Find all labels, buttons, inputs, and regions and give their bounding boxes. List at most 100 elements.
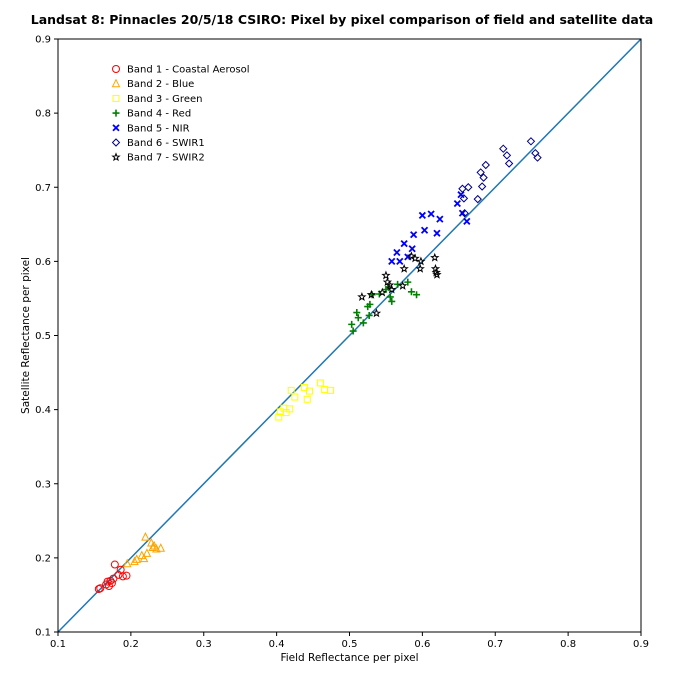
data-point (459, 194, 469, 203)
legend-item-band-1-coastal-aerosol: Band 1 - Coastal Aerosol (112, 65, 250, 76)
y-tick-label: 0.4 (35, 405, 51, 416)
data-point (504, 159, 514, 168)
data-point (502, 151, 512, 160)
data-point (348, 320, 356, 328)
data-point (377, 287, 387, 297)
data-point (280, 404, 288, 412)
chart-title: Landsat 8: Pinnacles 20/5/18 CSIRO: Pixe… (31, 12, 654, 27)
data-point (110, 560, 119, 569)
y-tick-label: 0.9 (35, 35, 51, 46)
legend-marker (112, 109, 120, 117)
one-to-one-line (57, 38, 642, 633)
legend-item-band-7-swir2: Band 7 - SWIR2 (111, 152, 205, 164)
x-tick-label: 0.7 (487, 639, 503, 650)
data-point (476, 168, 485, 177)
y-tick-label: 0.5 (35, 331, 51, 342)
legend-label: Band 1 - Coastal Aerosol (127, 65, 250, 76)
data-point (327, 386, 335, 394)
legend-label: Band 4 - Red (127, 109, 191, 120)
data-point (393, 248, 401, 257)
legend-marker (112, 124, 120, 132)
reference-line-layer (57, 38, 642, 633)
data-point (386, 293, 394, 301)
data-point (122, 571, 131, 580)
legend-label: Band 6 - SWIR1 (127, 138, 205, 149)
data-points-layer (94, 137, 542, 594)
data-point (353, 309, 361, 317)
data-point (300, 383, 308, 391)
data-point (533, 153, 542, 162)
legend-label: Band 7 - SWIR2 (127, 153, 205, 164)
series-band-4-red (348, 278, 421, 335)
data-point (464, 183, 473, 192)
data-point (407, 288, 415, 296)
x-axis-label: Field Reflectance per pixel (280, 652, 418, 664)
legend-marker (112, 65, 120, 73)
y-tick-label: 0.2 (35, 553, 51, 564)
data-point (388, 297, 396, 305)
data-point (354, 314, 362, 322)
data-point (109, 574, 118, 583)
data-point (413, 291, 421, 299)
data-point (359, 319, 367, 327)
series-band-1-coastal-aerosol (94, 560, 131, 594)
data-point (357, 292, 367, 301)
data-point (404, 278, 412, 286)
x-tick-label: 0.4 (269, 639, 285, 650)
legend-label: Band 5 - NIR (127, 123, 190, 134)
data-point (436, 215, 444, 223)
data-point (463, 217, 471, 225)
x-axis-ticks: 0.1 0.2 0.3 0.4 0.5 0.6 0.7 0.8 0.9 (50, 632, 649, 650)
data-point (366, 289, 377, 299)
data-point (499, 144, 508, 153)
x-tick-label: 0.1 (50, 639, 66, 650)
data-point (139, 553, 149, 563)
y-tick-label: 0.7 (35, 183, 51, 194)
legend-marker (111, 152, 121, 162)
series-band-3-green (275, 379, 335, 421)
data-point (458, 209, 467, 217)
data-point (141, 532, 150, 541)
data-point (457, 191, 465, 199)
data-point (430, 252, 440, 262)
data-point (130, 556, 139, 566)
data-point (432, 269, 442, 279)
data-point (479, 173, 488, 182)
data-point (420, 226, 429, 234)
x-tick-label: 0.9 (633, 639, 649, 650)
data-point (387, 284, 397, 294)
data-point (287, 386, 295, 394)
data-point (303, 395, 311, 403)
y-tick-label: 0.6 (35, 257, 51, 268)
data-point (286, 405, 294, 413)
data-point (458, 184, 467, 193)
data-point (105, 582, 114, 591)
data-point (148, 542, 158, 551)
legend-label: Band 3 - Green (127, 94, 202, 105)
data-point (275, 413, 283, 421)
legend-item-band-3-green: Band 3 - Green (112, 94, 202, 105)
data-point (408, 245, 416, 253)
y-axis-ticks: 0.1 0.2 0.3 0.4 0.5 0.6 0.7 0.8 0.9 (35, 35, 58, 639)
data-point (142, 548, 152, 557)
legend-marker (111, 78, 121, 88)
data-point (349, 327, 357, 335)
data-point (526, 137, 536, 146)
x-tick-label: 0.3 (196, 639, 212, 650)
data-point (410, 253, 420, 263)
data-point (433, 229, 441, 237)
data-point (282, 409, 290, 417)
data-point (398, 280, 408, 290)
series-band-6-swir1 (458, 137, 542, 218)
data-point (291, 393, 299, 401)
data-point (396, 257, 404, 265)
data-point (388, 257, 396, 265)
data-point (366, 300, 374, 308)
data-point (156, 543, 166, 552)
legend-item-band-4-red: Band 4 - Red (112, 109, 191, 120)
data-point (418, 211, 426, 220)
legend-marker (112, 94, 120, 102)
data-point (365, 311, 373, 319)
y-tick-label: 0.3 (35, 479, 51, 490)
